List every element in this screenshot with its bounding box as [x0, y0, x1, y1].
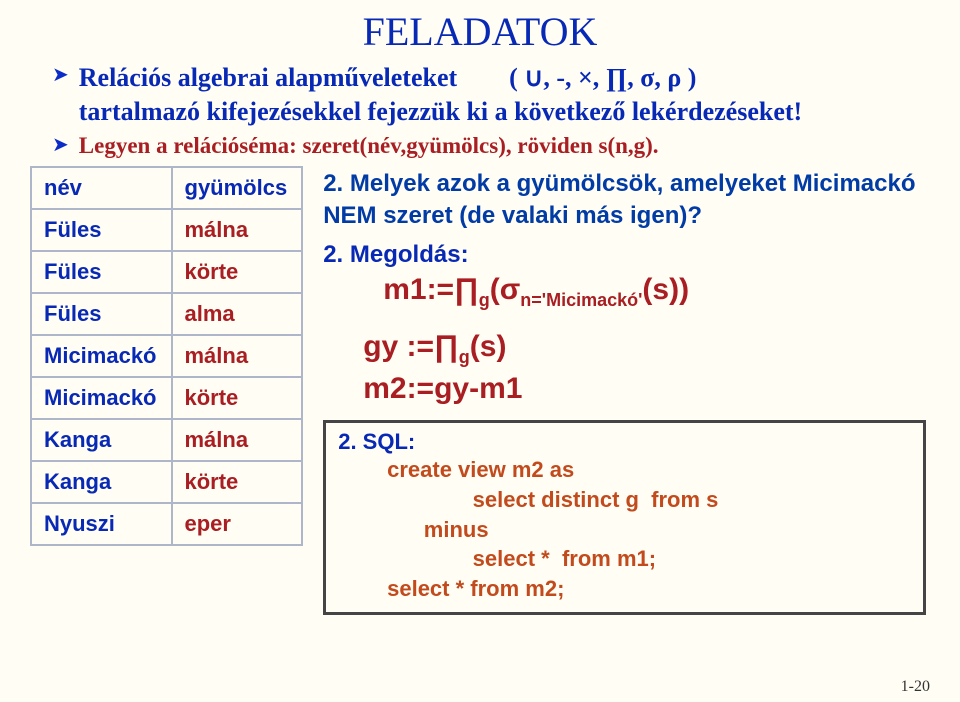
table-row: Füleskörte [31, 251, 302, 293]
cell-fruit: körte [172, 461, 303, 503]
bullet-1-part1: Relációs algebrai alapműveleteket [79, 63, 457, 92]
table-header-row: név gyümölcs [31, 167, 302, 209]
sql-line-2: select distinct g from s [338, 487, 718, 512]
bullets-top: ➤ Relációs algebrai alapműveleteket ( ∪,… [52, 61, 930, 160]
table-row: Fülesmálna [31, 209, 302, 251]
formula-m1-sub2: n='Micimackó' [520, 290, 642, 310]
cell-fruit: málna [172, 335, 303, 377]
sql-line-5: select * from m2; [338, 576, 564, 601]
cell-name: Micimackó [31, 335, 172, 377]
page-number: 1-20 [901, 678, 930, 696]
bullet-2: ➤ Legyen a relációséma: szeret(név,gyümö… [52, 131, 930, 161]
cell-name: Kanga [31, 461, 172, 503]
table-row: Nyuszieper [31, 503, 302, 545]
bullet-1-text: Relációs algebrai alapműveleteket ( ∪, -… [79, 61, 802, 129]
cell-name: Nyuszi [31, 503, 172, 545]
cell-fruit: málna [172, 419, 303, 461]
sql-line-4: select * from m1; [338, 546, 656, 571]
table-row: Kangakörte [31, 461, 302, 503]
cell-fruit: eper [172, 503, 303, 545]
cell-name: Micimackó [31, 377, 172, 419]
bullet-1-part2: tartalmazó kifejezésekkel fejezzük ki a … [79, 97, 802, 126]
formula-m1-tail: (s)) [642, 273, 689, 306]
slide: FELADATOK ➤ Relációs algebrai alapművele… [0, 0, 960, 702]
cell-fruit: körte [172, 377, 303, 419]
bullet-1: ➤ Relációs algebrai alapműveleteket ( ∪,… [52, 61, 930, 129]
cell-name: Füles [31, 293, 172, 335]
cell-fruit: körte [172, 251, 303, 293]
formula-gy-lhs: gy :=∏ [363, 330, 459, 363]
solution-label: 2. Megoldás: [323, 241, 930, 269]
sql-line-1: create view m2 as [338, 457, 574, 482]
cell-name: Füles [31, 209, 172, 251]
cell-fruit: alma [172, 293, 303, 335]
col-header-fruit: gyümölcs [172, 167, 303, 209]
cell-name: Kanga [31, 419, 172, 461]
table-row: Fülesalma [31, 293, 302, 335]
cell-fruit: málna [172, 209, 303, 251]
content-row: név gyümölcs Fülesmálna Füleskörte Füles… [30, 166, 930, 614]
sql-line-3: minus [338, 517, 488, 542]
bullet-icon: ➤ [52, 131, 69, 159]
formula-gy-sub: g [459, 347, 470, 367]
formula-m1-sigma: (σ [490, 273, 521, 306]
operators-set: ( ∪, -, ×, ∏, σ, ρ ) [509, 63, 696, 92]
page-title: FELADATOK [30, 8, 930, 55]
data-table: név gyümölcs Fülesmálna Füleskörte Füles… [30, 166, 303, 546]
formula-m2: m2:=gy-m1 [363, 372, 522, 405]
formula-m1: m1:=∏g(σn='Micimackó'(s)) [383, 273, 930, 311]
col-header-name: név [31, 167, 172, 209]
bullet-icon: ➤ [52, 61, 69, 89]
sql-label: 2. SQL: [338, 429, 415, 455]
table-row: Micimackómálna [31, 335, 302, 377]
table-row: Kangamálna [31, 419, 302, 461]
formula-gy-tail: (s) [470, 330, 507, 363]
question-2: 2. Melyek azok a gyümölcsök, amelyeket M… [323, 168, 930, 230]
bullet-2-text: Legyen a relációséma: szeret(név,gyümölc… [79, 131, 659, 161]
formula-m1-sub1: g [479, 290, 490, 310]
cell-name: Füles [31, 251, 172, 293]
right-column: 2. Melyek azok a gyümölcsök, amelyeket M… [323, 166, 930, 614]
formula-gy: gy :=∏g(s) m2:=gy-m1 [363, 327, 930, 408]
data-table-wrap: név gyümölcs Fülesmálna Füleskörte Füles… [30, 166, 303, 546]
table-row: Micimackókörte [31, 377, 302, 419]
sql-box: 2. SQL: create view m2 as select distinc… [323, 420, 926, 614]
formula-m1-lhs: m1:=∏ [383, 273, 479, 306]
sql-code: create view m2 as select distinct g from… [338, 455, 907, 603]
